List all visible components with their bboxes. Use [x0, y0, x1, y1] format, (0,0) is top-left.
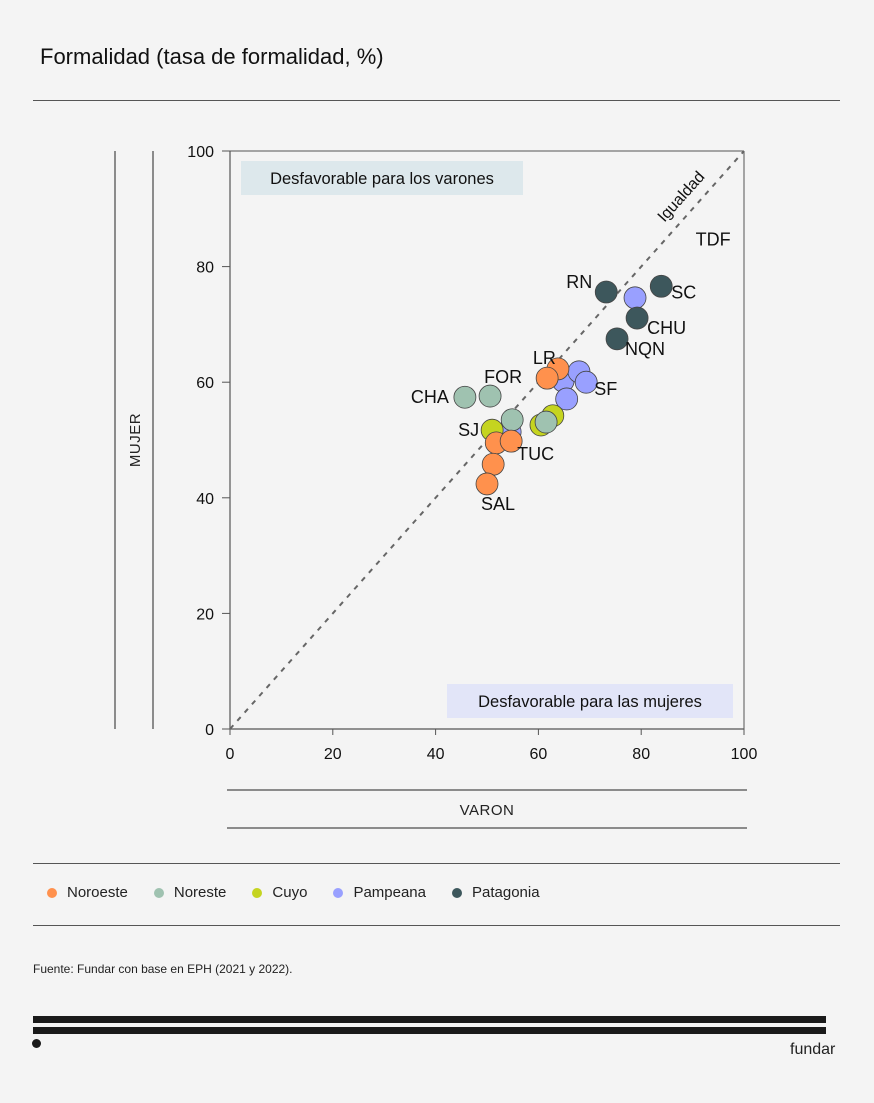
y-tick-label: 100	[187, 144, 214, 161]
x-tick-label: 80	[632, 746, 650, 763]
y-tick-label: 80	[196, 260, 214, 277]
legend-dot-icon	[153, 887, 164, 898]
legend-item-pampeana: Pampeana	[333, 884, 426, 901]
point-label-sj: SJ	[458, 420, 479, 440]
point-label-tdf: TDF	[696, 230, 731, 250]
source-text: Fundar con base en EPH (2021 y 2022).	[73, 962, 293, 976]
x-tick-label: 40	[427, 746, 445, 763]
scatter-chart: MUJER VARON Desfavorable para los varone…	[114, 144, 757, 829]
point-label-chu: CHU	[647, 318, 686, 338]
y-tick-label: 0	[205, 722, 214, 739]
brand-dot-icon	[32, 1039, 41, 1048]
annotation-top-text: Desfavorable para los varones	[270, 170, 494, 188]
point-label-nqn: NQN	[625, 339, 665, 359]
title-subtitle: (tasa de formalidad, %)	[150, 44, 384, 69]
source-label: Fuente:	[33, 962, 74, 976]
y-tick-label: 60	[196, 375, 214, 392]
point-noreste	[500, 408, 524, 432]
point-label-sf: SF	[594, 379, 617, 399]
point-patagonia-nqn	[605, 327, 629, 351]
annotation-top-box	[241, 161, 523, 195]
annotation-bottom-text: Desfavorable para las mujeres	[478, 693, 702, 711]
point-noreste	[534, 410, 558, 434]
legend-dot-icon	[252, 887, 263, 898]
legend-dot-icon	[452, 887, 462, 898]
point-noroeste-sal	[475, 472, 499, 496]
point-patagonia-chu	[625, 306, 649, 330]
point-label-tuc: TUC	[517, 444, 554, 464]
y-tick-label: 40	[196, 491, 214, 508]
point-noroeste	[481, 452, 505, 476]
legend-label: Noreste	[173, 884, 227, 901]
y-axis-label: MUJER	[127, 413, 144, 467]
point-label-for: FOR	[484, 367, 522, 387]
legend-label: Cuyo	[272, 884, 308, 901]
legend: Noroeste Noreste Cuyo Pampeana Patagonia	[47, 884, 566, 901]
legend-item-cuyo: Cuyo	[252, 884, 307, 901]
legend-dot-icon	[47, 887, 57, 898]
point-noroeste	[535, 366, 559, 390]
legend-item-noroeste: Noroeste	[47, 884, 128, 901]
point-noreste-for	[478, 384, 502, 408]
chart-title: Formalidad (tasa de formalidad, %)	[40, 44, 384, 70]
point-noroeste-tuc	[499, 429, 523, 453]
point-label-rn: RN	[566, 272, 592, 292]
legend-label: Noroeste	[67, 884, 128, 901]
brand-bar-top	[33, 1016, 826, 1023]
point-pampeana	[555, 387, 579, 411]
equality-line-label: Igualdad	[655, 169, 709, 226]
source-note: Fuente: Fundar con base en EPH (2021 y 2…	[33, 962, 293, 976]
legend-item-noreste: Noreste	[153, 884, 227, 901]
brand-bar-bottom	[33, 1027, 826, 1034]
point-label-cha: CHA	[411, 387, 449, 407]
plot-area: Desfavorable para los varones Desfavorab…	[187, 144, 757, 763]
point-label-lr: LR	[533, 348, 556, 368]
point-noreste-cha	[453, 385, 477, 409]
y-tick-label: 20	[196, 606, 214, 623]
legend-divider-top	[33, 863, 840, 864]
title-divider	[33, 100, 840, 101]
point-patagonia-sc	[649, 274, 673, 298]
point-patagonia-rn	[594, 280, 618, 304]
legend-item-patagonia: Patagonia	[452, 884, 540, 901]
point-label-sal: SAL	[481, 494, 515, 514]
x-tick-label: 20	[324, 746, 342, 763]
legend-divider-bottom	[33, 925, 840, 926]
x-tick-label: 100	[731, 746, 758, 763]
x-axis-label: VARON	[460, 802, 515, 819]
point-label-sc: SC	[671, 282, 696, 302]
point-pampeana-sf	[574, 370, 598, 394]
legend-dot-icon	[333, 887, 344, 898]
title-main: Formalidad	[40, 44, 151, 69]
legend-label: Patagonia	[472, 884, 540, 901]
x-tick-label: 60	[530, 746, 548, 763]
brand-logo: fundar	[790, 1041, 836, 1058]
x-tick-label: 0	[226, 746, 235, 763]
point-pampeana	[623, 286, 647, 310]
annotation-bottom-box	[447, 684, 733, 718]
legend-label: Pampeana	[353, 884, 426, 901]
